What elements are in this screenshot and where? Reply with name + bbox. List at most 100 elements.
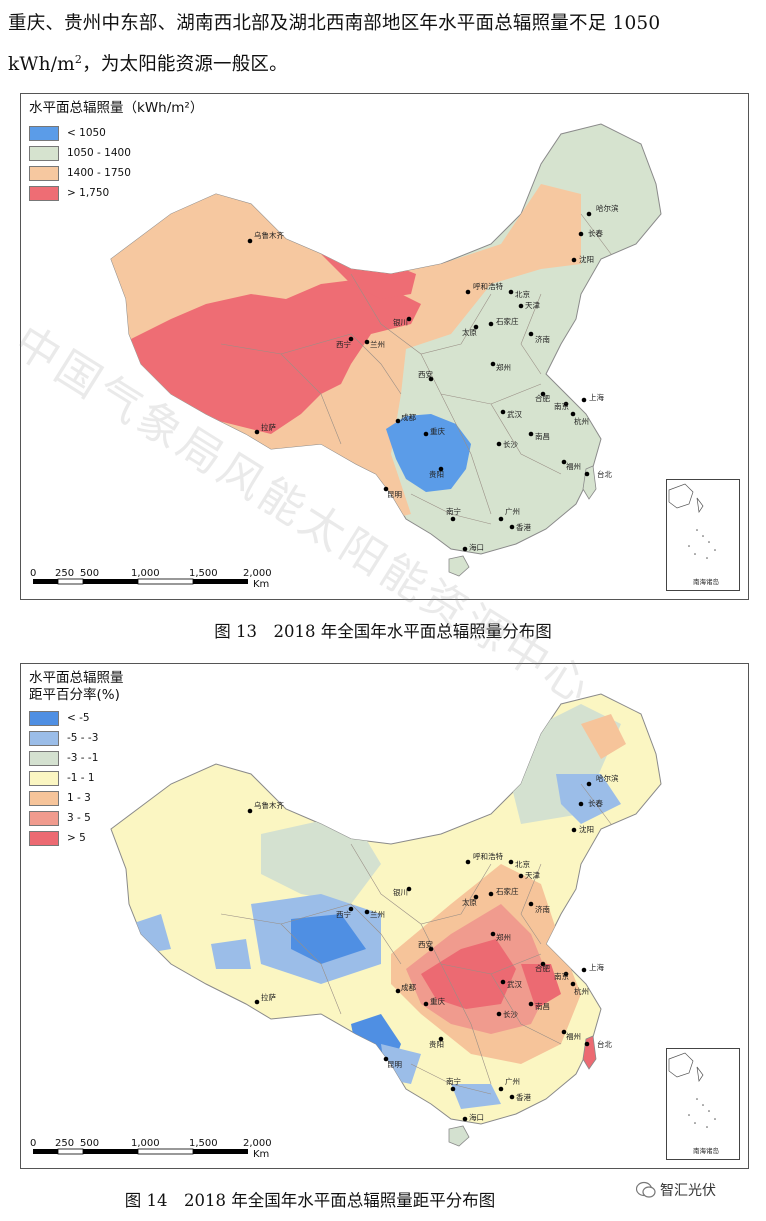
city-label-tianjin: 天津 — [525, 871, 540, 880]
city-dot — [500, 409, 506, 415]
legend-swatch — [29, 125, 59, 141]
city-label-shijiazhuang: 石家庄 — [496, 886, 519, 896]
scale-tick-label: 0 — [30, 568, 36, 579]
city-dot — [473, 324, 479, 330]
legend-title-line2: 距平百分率(%) — [29, 687, 120, 703]
city-dot — [508, 289, 514, 295]
city-label-shenyang: 沈阳 — [579, 254, 594, 264]
city-dot — [428, 946, 434, 952]
city-dot — [563, 971, 569, 977]
city-dot — [581, 397, 587, 403]
hainan-shape — [448, 555, 470, 577]
city-dot — [571, 827, 577, 833]
legend-label: 1400 - 1750 — [67, 167, 131, 179]
zone-under-1050 — [386, 414, 471, 492]
city-label-guangzhou: 广州 — [505, 506, 520, 516]
scale-tick-label: 500 — [80, 1138, 99, 1149]
city-dot — [465, 289, 471, 295]
intro-line-2: kWh/m2，为太阳能资源一般区。 — [8, 42, 760, 83]
city-label-changsha: 长沙 — [503, 1009, 518, 1019]
city-dot — [406, 316, 412, 322]
city-label-chongqing: 重庆 — [430, 996, 445, 1006]
city-dot — [423, 431, 429, 437]
city-label-hangzhou: 杭州 — [574, 986, 589, 996]
city-label-taiyuan: 太原 — [462, 897, 477, 907]
city-label-jinan: 济南 — [535, 334, 550, 344]
city-label-hongkong: 香港 — [516, 1092, 531, 1102]
city-dot — [490, 931, 496, 937]
scale-tick-label: 1,500 — [189, 568, 218, 579]
city-dot — [570, 411, 576, 417]
city-dot — [423, 1001, 429, 1007]
city-label-nanning: 南宁 — [446, 1076, 461, 1086]
map2-canvas: 乌鲁木齐 哈尔滨 长春 沈阳 呼和浩特 北京 天津 银川 石家庄 太原 济南 西… — [30, 693, 662, 1160]
city-label-lanzhou: 兰州 — [370, 339, 385, 349]
city-dot — [561, 459, 567, 465]
city-label-nanjing: 南京 — [554, 971, 569, 981]
irradiance-map: 水平面总辐照量（kWh/m²） < 1050 1050 - 1400 1400 … — [20, 93, 749, 600]
city-dot — [462, 1116, 468, 1122]
city-dot — [490, 361, 496, 367]
city-label-hangzhou: 杭州 — [574, 416, 589, 426]
legend-item: 1050 - 1400 — [29, 143, 203, 163]
inset-label: 南海诸岛 — [693, 577, 719, 586]
city-dot — [438, 1036, 444, 1042]
legend-swatch — [29, 750, 59, 766]
scale-tick-label: 500 — [80, 568, 99, 579]
city-label-hohhot: 呼和浩特 — [473, 281, 503, 291]
intro-paragraph: 重庆、贵州中东部、湖南西北部及湖北西南部地区年水平面总辐照量不足 1050 kW… — [8, 6, 760, 83]
city-dot — [395, 418, 401, 424]
city-dot — [364, 909, 370, 915]
city-dot — [364, 339, 370, 345]
city-dot — [561, 1029, 567, 1035]
legend-swatch — [29, 810, 59, 826]
city-dot — [586, 781, 592, 787]
city-dot — [563, 401, 569, 407]
zone-over-1750 — [121, 279, 421, 434]
legend-item: 3 - 5 — [29, 808, 124, 828]
city-dot — [578, 801, 584, 807]
city-label-fuzhou: 福州 — [566, 1032, 581, 1041]
city-dot — [498, 1086, 504, 1092]
city-dot — [247, 808, 253, 814]
city-label-hefei: 合肥 — [535, 963, 550, 973]
city-label-xining: 西宁 — [336, 909, 351, 919]
legend-swatch — [29, 145, 59, 161]
city-dot — [406, 886, 412, 892]
legend-item: -1 - 1 — [29, 768, 124, 788]
city-dot — [496, 441, 502, 447]
city-dot — [528, 431, 534, 437]
legend-label: 3 - 5 — [67, 812, 91, 824]
city-label-hohhot: 呼和浩特 — [473, 851, 503, 861]
city-dot — [518, 303, 524, 309]
scale-tick-label: 1,500 — [189, 1138, 218, 1149]
city-dot — [528, 901, 534, 907]
brand-logo: 智汇光伏 — [636, 1180, 716, 1200]
legend-label: 1050 - 1400 — [67, 147, 131, 159]
city-label-kunming: 昆明 — [387, 490, 402, 499]
legend-item: > 5 — [29, 828, 124, 848]
legend-item: < -5 — [29, 708, 124, 728]
legend-label: < 1050 — [67, 127, 106, 139]
city-dot — [571, 257, 577, 263]
city-label-changchun: 长春 — [588, 798, 603, 808]
legend-item: -5 - -3 — [29, 728, 124, 748]
city-label-fuzhou: 福州 — [566, 462, 581, 471]
city-dot — [395, 988, 401, 994]
city-label-yinchuan: 银川 — [393, 888, 408, 897]
city-label-taipei: 台北 — [597, 1039, 612, 1049]
intro-line-1: 重庆、贵州中东部、湖南西北部及湖北西南部地区年水平面总辐照量不足 1050 — [8, 13, 661, 34]
city-dot — [473, 894, 479, 900]
city-label-wuhan: 武汉 — [507, 409, 522, 419]
scale-tick-label: 0 — [30, 1138, 36, 1149]
scale-unit: Km — [253, 1149, 269, 1160]
city-label-lanzhou: 兰州 — [370, 909, 385, 919]
scale-tick-label: 1,000 — [131, 568, 160, 579]
city-label-nanjing: 南京 — [554, 401, 569, 411]
city-dot — [488, 891, 494, 897]
city-dot — [518, 873, 524, 879]
city-label-chengdu: 成都 — [401, 982, 416, 992]
legend-item: 1 - 3 — [29, 788, 124, 808]
city-dot — [428, 376, 434, 382]
anomaly-zones — [131, 704, 626, 1109]
